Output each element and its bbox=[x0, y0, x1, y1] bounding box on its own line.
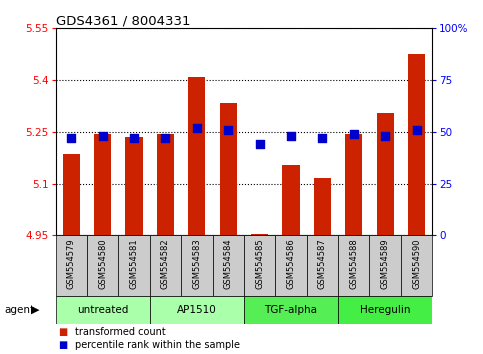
Bar bbox=[94, 133, 111, 235]
Point bbox=[382, 133, 389, 139]
Bar bbox=[157, 133, 174, 235]
Bar bbox=[275, 235, 307, 296]
Bar bbox=[150, 296, 244, 324]
Bar bbox=[220, 103, 237, 235]
Bar bbox=[401, 235, 432, 296]
Text: GSM554581: GSM554581 bbox=[129, 239, 139, 289]
Text: GDS4361 / 8004331: GDS4361 / 8004331 bbox=[56, 14, 190, 27]
Point bbox=[256, 142, 264, 147]
Text: transformed count: transformed count bbox=[75, 327, 166, 337]
Text: GSM554588: GSM554588 bbox=[349, 239, 358, 289]
Bar bbox=[188, 77, 205, 235]
Bar bbox=[244, 235, 275, 296]
Text: GSM554590: GSM554590 bbox=[412, 239, 421, 289]
Point bbox=[161, 135, 170, 141]
Text: GSM554580: GSM554580 bbox=[98, 239, 107, 289]
Bar bbox=[283, 165, 299, 235]
Bar bbox=[126, 137, 142, 235]
Bar bbox=[213, 235, 244, 296]
Point bbox=[350, 131, 357, 137]
Bar bbox=[63, 154, 80, 235]
Bar bbox=[369, 235, 401, 296]
Bar bbox=[56, 235, 87, 296]
Bar bbox=[345, 133, 362, 235]
Text: GSM554587: GSM554587 bbox=[318, 239, 327, 289]
Text: GSM554585: GSM554585 bbox=[255, 239, 264, 289]
Point bbox=[193, 125, 201, 131]
Text: TGF-alpha: TGF-alpha bbox=[265, 305, 317, 315]
Text: GSM554589: GSM554589 bbox=[381, 239, 390, 289]
Bar bbox=[244, 296, 338, 324]
Point bbox=[224, 127, 232, 133]
Text: GSM554586: GSM554586 bbox=[286, 239, 296, 289]
Bar bbox=[408, 54, 425, 235]
Text: GSM554583: GSM554583 bbox=[192, 239, 201, 289]
Text: agent: agent bbox=[5, 305, 35, 315]
Bar bbox=[118, 235, 150, 296]
Bar bbox=[377, 113, 394, 235]
Bar bbox=[87, 235, 118, 296]
Bar bbox=[251, 234, 268, 235]
Bar bbox=[338, 235, 369, 296]
Bar bbox=[307, 235, 338, 296]
Bar bbox=[338, 296, 432, 324]
Text: GSM554579: GSM554579 bbox=[67, 239, 76, 289]
Text: untreated: untreated bbox=[77, 305, 128, 315]
Text: AP1510: AP1510 bbox=[177, 305, 217, 315]
Bar bbox=[314, 178, 331, 235]
Point bbox=[68, 135, 75, 141]
Text: ■: ■ bbox=[58, 340, 67, 350]
Text: Heregulin: Heregulin bbox=[360, 305, 411, 315]
Point bbox=[319, 135, 327, 141]
Point bbox=[412, 127, 420, 133]
Bar bbox=[181, 235, 213, 296]
Text: ■: ■ bbox=[58, 327, 67, 337]
Bar bbox=[150, 235, 181, 296]
Point bbox=[287, 133, 295, 139]
Text: percentile rank within the sample: percentile rank within the sample bbox=[75, 340, 240, 350]
Text: GSM554584: GSM554584 bbox=[224, 239, 233, 289]
Bar bbox=[56, 296, 150, 324]
Text: GSM554582: GSM554582 bbox=[161, 239, 170, 289]
Point bbox=[99, 133, 107, 139]
Point bbox=[130, 135, 138, 141]
Text: ▶: ▶ bbox=[31, 305, 40, 315]
